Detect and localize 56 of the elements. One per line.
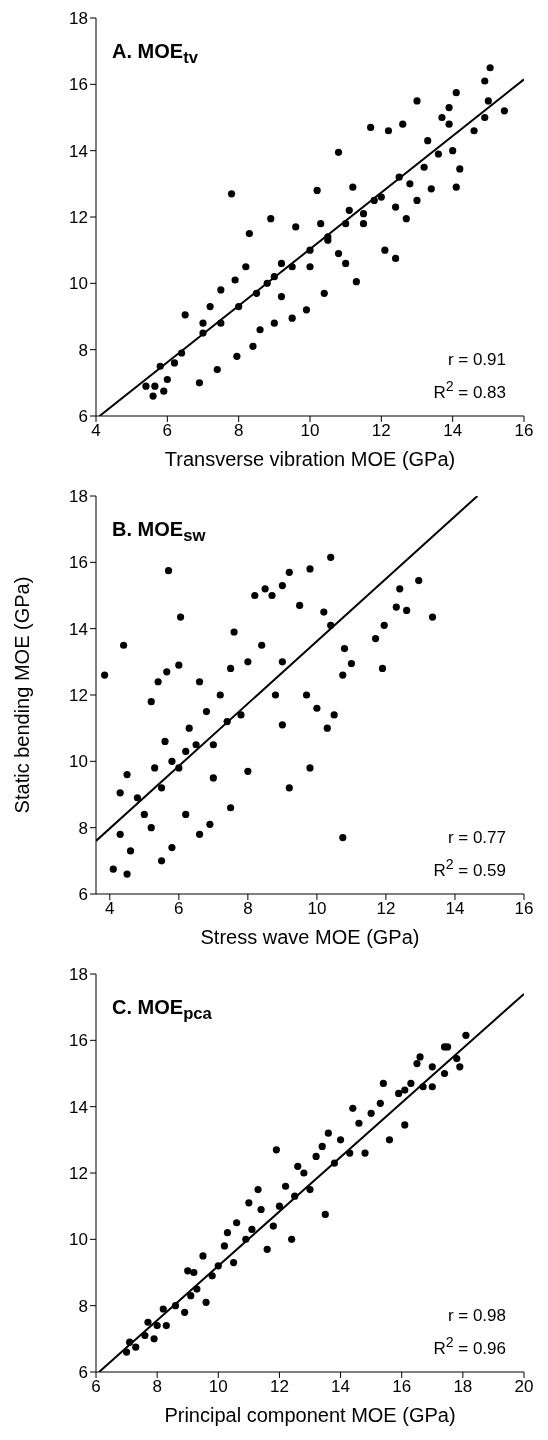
y-tick-label: 18 (69, 487, 88, 507)
x-tick-label: 14 (331, 1377, 351, 1397)
y-tick-label: 6 (78, 885, 88, 905)
y-tick-label: 18 (69, 9, 88, 29)
x-tick-label: 6 (162, 421, 173, 441)
x-tick-label: 16 (514, 421, 534, 441)
y-axis-title: Static bending MOE (GPa) (10, 575, 34, 816)
x-axis-title: Transverse vibration MOE (GPa) (163, 448, 457, 471)
x-tick-label: 12 (376, 899, 396, 919)
y-tick-label: 10 (69, 1230, 88, 1250)
y-tick-label: 8 (78, 818, 88, 838)
y-tick-label: 12 (69, 208, 88, 228)
x-tick-label: 8 (152, 1377, 162, 1397)
y-tick-label: 6 (78, 1363, 88, 1383)
y-tick-label: 16 (69, 1031, 88, 1051)
annotation: R$^{2}$ = 0.96 (433, 1333, 506, 1360)
y-tick-label: 16 (69, 553, 88, 573)
x-tick-label: 18 (453, 1377, 473, 1397)
x-tick-label: 12 (371, 421, 391, 441)
text: B. MOE$_{sw}$ (112, 518, 206, 546)
x-tick-label: 12 (269, 1377, 289, 1397)
x-axis-title: Principal component MOE (GPa) (163, 1404, 457, 1427)
annotation: r = 0.77 (446, 827, 506, 849)
x-tick-label: 10 (300, 421, 320, 441)
x-tick-label: 10 (208, 1377, 228, 1397)
y-tick-label: 12 (69, 686, 88, 706)
x-tick-label: 8 (243, 899, 253, 919)
x-tick-label: 10 (307, 899, 327, 919)
x-tick-label: 6 (91, 1377, 101, 1397)
x-tick-label: 8 (233, 421, 244, 441)
y-tick-label: 12 (69, 1164, 88, 1184)
y-tick-label: 14 (69, 1097, 88, 1117)
x-tick-label: 14 (443, 421, 463, 441)
annotation: R$^{2}$ = 0.83 (433, 377, 506, 404)
annotation: r = 0.98 (446, 1305, 506, 1327)
text: C. MOE$_{pca}$ (112, 996, 212, 1024)
x-tick-label: 20 (514, 1377, 534, 1397)
y-tick-label: 10 (69, 752, 88, 772)
x-tick-label: 16 (514, 899, 534, 919)
x-tick-label: 4 (91, 421, 101, 441)
x-tick-label: 16 (392, 1377, 412, 1397)
y-tick-label: 10 (69, 274, 88, 294)
x-tick-label: 6 (174, 899, 184, 919)
x-tick-label: 4 (105, 899, 115, 919)
text: A. MOE$_{tv}$ (112, 40, 198, 68)
y-tick-label: 6 (78, 407, 88, 427)
y-tick-label: 8 (78, 340, 88, 360)
x-axis-title: Stress wave MOE (GPa) (199, 926, 421, 949)
annotation: R$^{2}$ = 0.59 (433, 855, 506, 882)
y-tick-label: 18 (69, 965, 88, 985)
y-tick-label: 14 (69, 619, 88, 639)
y-tick-label: 8 (78, 1296, 88, 1316)
y-tick-label: 14 (69, 141, 88, 161)
annotation: r = 0.91 (446, 349, 506, 371)
x-tick-label: 14 (445, 899, 465, 919)
y-tick-label: 16 (69, 75, 88, 95)
